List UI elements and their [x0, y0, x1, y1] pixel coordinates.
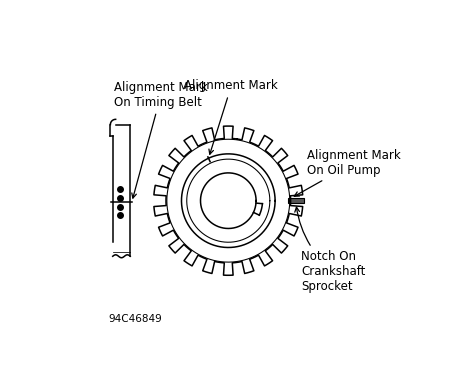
Text: Alignment Mark
On Oil Pump: Alignment Mark On Oil Pump — [294, 149, 401, 196]
Text: Notch On
Crankshaft
Sprocket: Notch On Crankshaft Sprocket — [295, 207, 366, 293]
Bar — [288, 198, 304, 203]
Text: Alignment Mark
On Timing Belt: Alignment Mark On Timing Belt — [114, 81, 208, 198]
Text: 94C46849: 94C46849 — [109, 314, 162, 324]
Text: Alignment Mark: Alignment Mark — [184, 79, 278, 154]
